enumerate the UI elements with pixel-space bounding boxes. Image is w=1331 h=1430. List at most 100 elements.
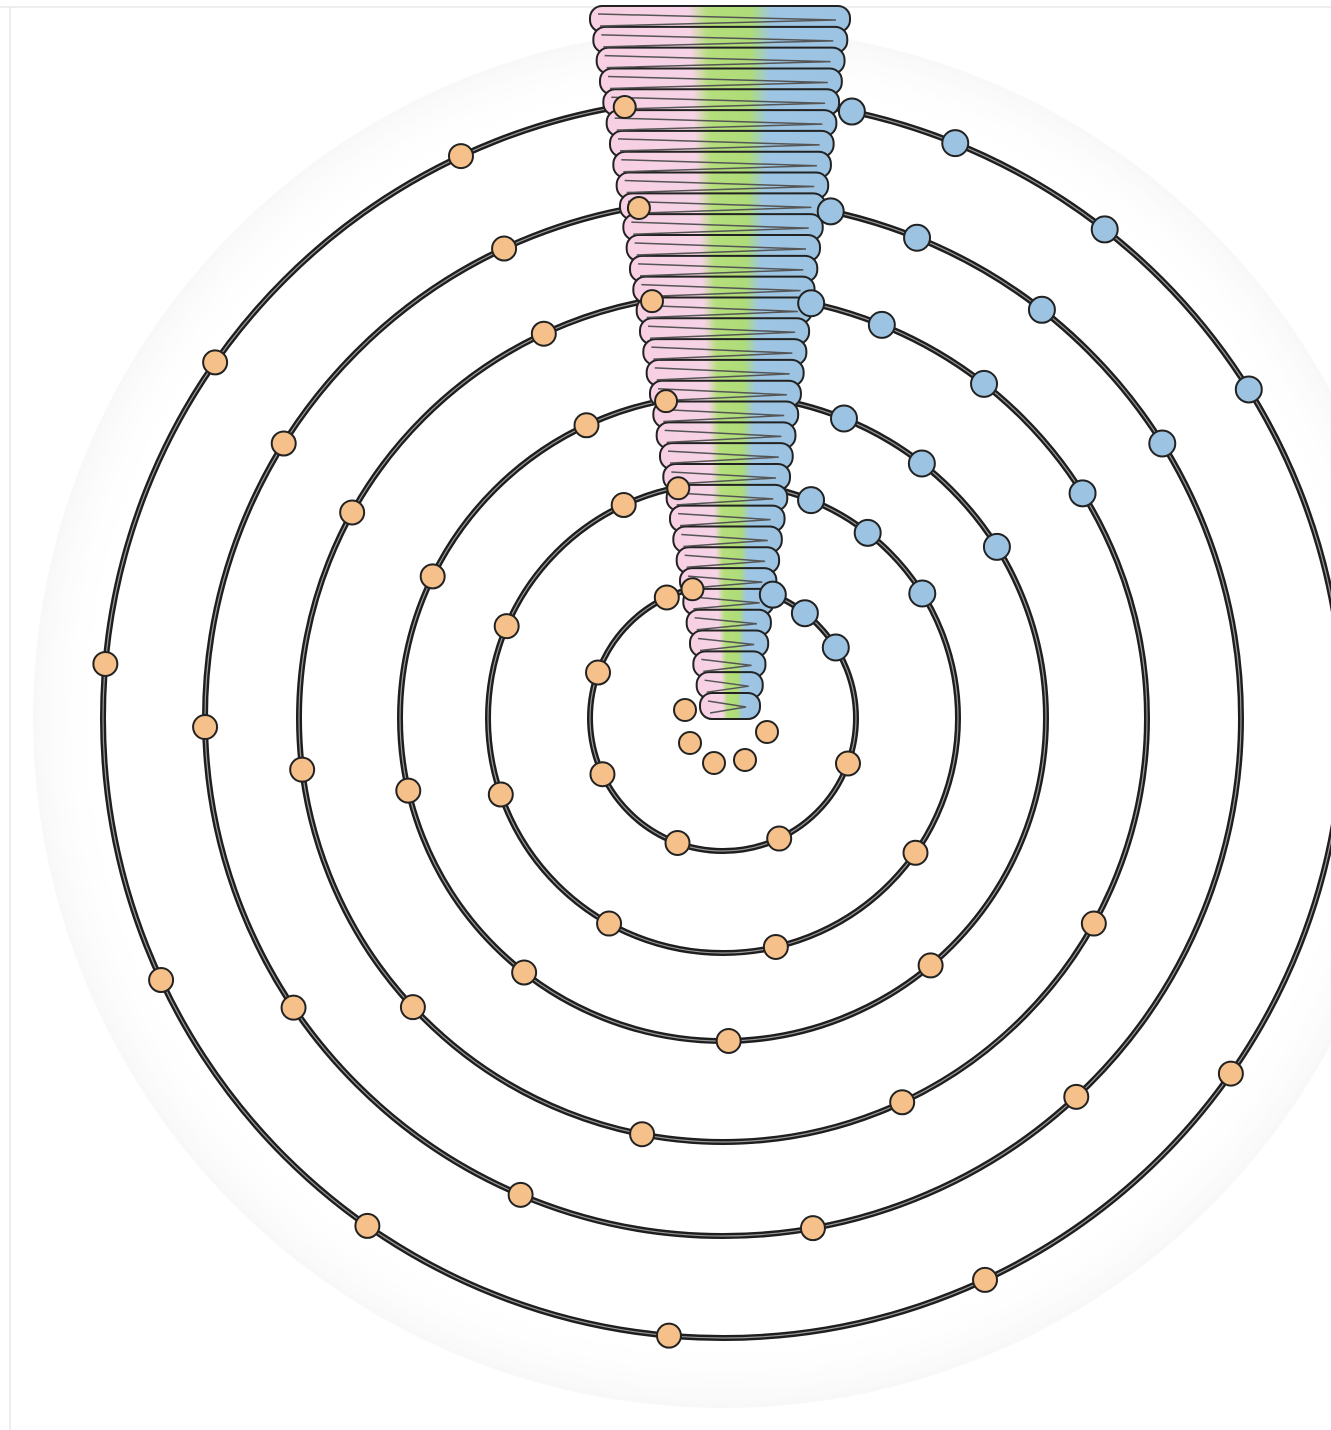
column-stroke [607,75,828,90]
dot [596,910,623,937]
dot [903,223,932,252]
column-stroke [637,263,804,277]
dot [610,492,637,519]
dot [511,959,538,986]
dot [1090,215,1119,244]
column-stroke [661,408,785,423]
dot [678,731,702,755]
column-stroke [604,54,831,69]
dots [92,95,1263,1349]
dot [853,518,882,547]
dot [664,829,691,856]
dot [629,1121,656,1148]
dot [626,196,651,221]
dot [889,1089,916,1116]
column-stroke [621,158,817,173]
dot [339,499,366,526]
dot [573,412,600,439]
column-stroke [634,242,807,256]
dot [797,289,826,318]
column-stroke [677,512,771,527]
column-stroke [694,616,757,631]
dot [1080,910,1107,937]
dot [972,1266,999,1293]
dot [834,750,861,777]
dot [491,235,518,262]
dot [148,967,175,994]
dot [447,143,474,170]
column-stroke [684,554,766,569]
dot [419,563,446,590]
dot [280,994,307,1021]
dot [867,310,896,339]
dot [493,613,520,640]
dot [982,532,1011,561]
column-stroke [687,575,763,589]
dot [702,751,726,775]
column-stroke [691,596,760,610]
dot [1063,1083,1090,1110]
column-stroke [641,283,801,298]
dot [192,714,219,741]
dot [666,476,691,501]
dot [908,579,937,608]
dot [829,404,858,433]
column-stroke [697,637,755,652]
dot [507,1181,534,1208]
column-stroke [631,221,809,235]
column-stroke [647,325,796,340]
column-stroke [597,13,837,27]
dot [612,95,637,120]
dot [639,289,664,314]
dot [1068,479,1097,508]
dot [715,1027,742,1054]
dot [917,952,944,979]
dot [1217,1060,1244,1087]
column-stroke [654,367,790,381]
dot [530,320,557,347]
column-stroke [617,138,820,152]
column-stroke [651,346,793,360]
dot [837,97,866,126]
dot [733,748,757,772]
column-stroke [664,429,782,444]
dot [589,761,616,788]
dot [907,449,936,478]
column-band [699,692,761,720]
dot [1148,429,1177,458]
column-stroke [707,700,747,714]
column-stroke [611,96,826,111]
dot [799,1215,826,1242]
dot [487,781,514,808]
dot [289,756,316,783]
dot [970,369,999,398]
dot [399,994,426,1021]
column-stroke [681,533,768,548]
dot [354,1212,381,1239]
dot [766,825,793,852]
dot [654,389,679,414]
dot [673,698,697,722]
dot [755,720,779,744]
dot [941,129,970,158]
dot [653,584,680,611]
column-stroke [704,679,749,693]
dot [758,580,787,609]
dot [202,349,229,376]
dot [816,197,845,226]
column-stroke [657,387,787,402]
dot [680,577,705,602]
dot [821,633,850,662]
dot [797,486,826,515]
dot [655,1322,682,1349]
dot [585,659,612,686]
column-stroke [674,492,774,506]
dot [92,650,119,677]
spiral-column [589,5,851,720]
column-stroke [701,658,752,673]
column-stroke [644,304,798,319]
column-stroke [667,450,779,464]
dot [270,430,297,457]
